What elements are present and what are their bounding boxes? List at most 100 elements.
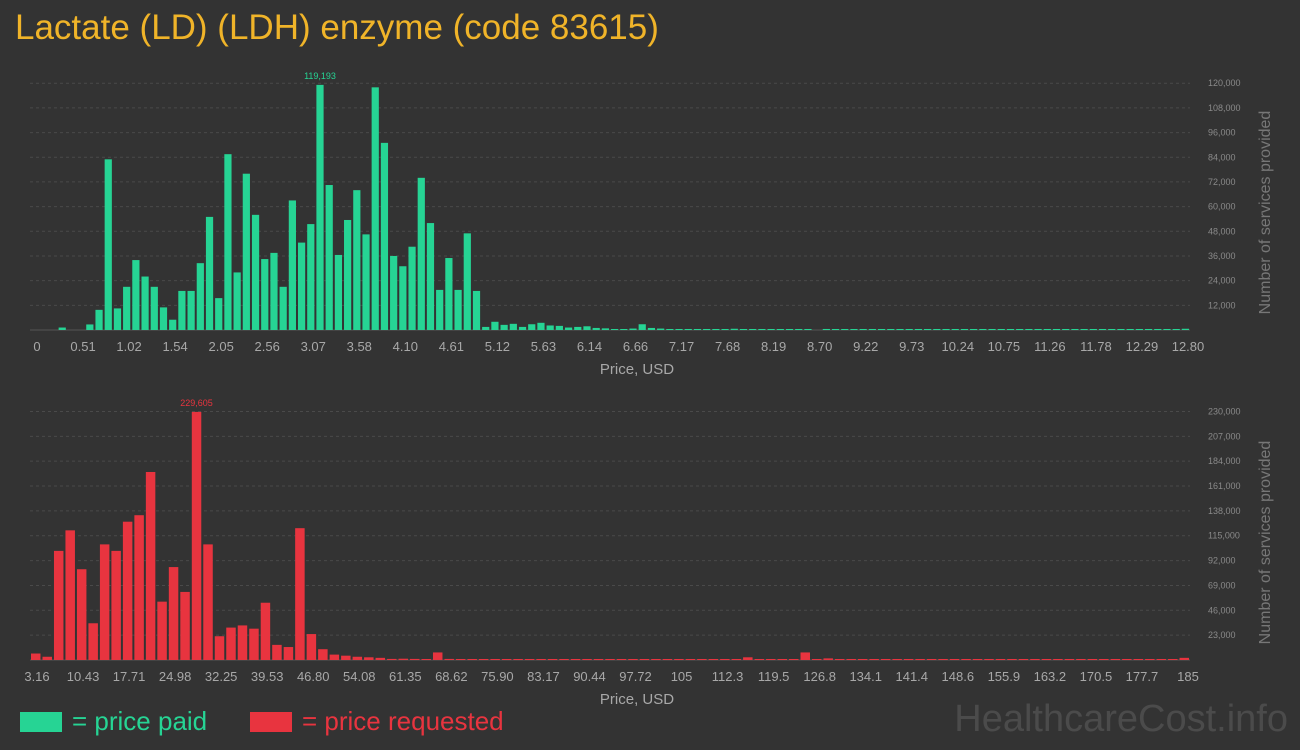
- bar: [979, 329, 987, 330]
- bar: [500, 324, 508, 330]
- x-tick-label: 112.3: [712, 669, 744, 684]
- bar: [260, 602, 271, 660]
- bar: [804, 329, 812, 330]
- bar: [1076, 659, 1086, 660]
- x-tick-label: 141.4: [895, 669, 928, 684]
- bar: [399, 266, 407, 330]
- bar: [731, 659, 742, 660]
- bar: [1122, 659, 1132, 660]
- bar: [703, 329, 711, 330]
- bar: [1117, 329, 1125, 330]
- bar: [1168, 659, 1178, 660]
- bar: [426, 223, 435, 330]
- y-tick-label: 36,000: [1208, 251, 1236, 261]
- peak-value-label: 119,193: [304, 71, 336, 81]
- x-tick-label: 12.29: [1126, 339, 1159, 354]
- y-tick-label: 115,000: [1208, 531, 1240, 541]
- bar: [785, 329, 794, 330]
- bar: [754, 659, 765, 660]
- legend-label-requested: = price requested: [302, 706, 504, 736]
- bar: [1156, 659, 1167, 660]
- bar: [730, 328, 738, 330]
- bar: [1041, 659, 1052, 660]
- price-requested-chart: 23,000 46,000 69,000 92,000 115,000 138,000 16…: [24, 398, 1274, 708]
- bar: [674, 659, 684, 660]
- bar: [800, 652, 810, 660]
- x-tick-label: 163.2: [1034, 669, 1067, 684]
- bar: [887, 329, 895, 330]
- bar: [859, 329, 867, 330]
- bar: [42, 656, 52, 660]
- bar: [352, 656, 363, 660]
- bar: [915, 659, 925, 660]
- bar: [1062, 329, 1070, 330]
- bar: [76, 569, 87, 660]
- bar: [329, 654, 340, 660]
- y-tick-label: 207,000: [1208, 431, 1241, 441]
- y-tick-label: 96,000: [1208, 128, 1236, 138]
- bar: [364, 657, 374, 660]
- bar: [611, 329, 619, 330]
- bar: [1043, 329, 1051, 330]
- bar: [482, 326, 490, 330]
- bar: [180, 591, 190, 660]
- y-tick-label: 46,000: [1208, 605, 1236, 615]
- x-tick-label: 7.17: [669, 339, 694, 354]
- x-tick-label: 6.66: [623, 339, 648, 354]
- bar: [693, 329, 702, 330]
- bar: [616, 659, 627, 660]
- bar: [949, 659, 960, 660]
- bar: [892, 659, 902, 660]
- x-tick-label: 5.63: [531, 339, 556, 354]
- bar: [868, 329, 876, 330]
- bar: [749, 329, 757, 330]
- bar: [834, 659, 845, 660]
- bar: [1163, 329, 1171, 330]
- bar: [472, 290, 481, 330]
- bar: [1110, 659, 1121, 660]
- bar: [444, 658, 454, 660]
- bar: [387, 658, 397, 660]
- bar: [1016, 329, 1024, 330]
- bar: [564, 327, 573, 330]
- bar: [445, 258, 453, 330]
- bar: [961, 659, 971, 660]
- bar: [1071, 329, 1079, 330]
- x-tick-label: 185: [1177, 669, 1199, 684]
- bar: [1052, 329, 1061, 330]
- bar: [432, 652, 443, 660]
- bar: [1154, 329, 1162, 330]
- bar: [88, 623, 98, 660]
- bar: [639, 659, 650, 660]
- bar: [984, 659, 994, 660]
- bar: [997, 329, 1005, 330]
- bar: [1099, 659, 1109, 660]
- y-tick-label: 60,000: [1208, 202, 1236, 212]
- bar: [536, 659, 546, 660]
- bar: [657, 328, 665, 330]
- watermark-logo: HealthcareCost.info: [954, 698, 1288, 740]
- bar: [297, 242, 306, 330]
- bar: [914, 329, 923, 330]
- bar: [187, 290, 195, 330]
- x-tick-label: 90.44: [573, 669, 606, 684]
- bar: [150, 286, 158, 330]
- bar: [196, 263, 204, 330]
- bar: [1007, 659, 1017, 660]
- bar: [513, 659, 523, 660]
- bar: [583, 326, 591, 330]
- bar: [123, 286, 131, 330]
- x-tick-label: 5.12: [485, 339, 510, 354]
- bar: [95, 309, 103, 330]
- bar: [113, 308, 122, 330]
- bar: [972, 659, 983, 660]
- x-tick-label: 7.68: [715, 339, 740, 354]
- y-tick-label: 72,000: [1208, 177, 1236, 187]
- x-tick-label: 9.22: [853, 339, 878, 354]
- bar: [141, 276, 149, 330]
- bar: [203, 544, 213, 660]
- bar: [743, 657, 753, 660]
- bar: [739, 329, 748, 330]
- bar: [1006, 329, 1015, 330]
- x-axis-label: Price, USD: [600, 691, 674, 708]
